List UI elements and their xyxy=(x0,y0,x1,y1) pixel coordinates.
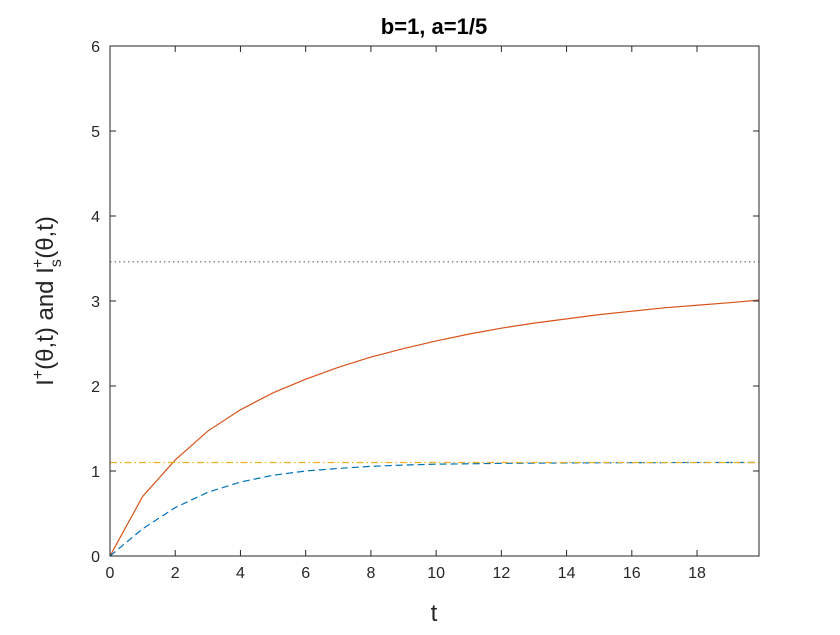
chart-title: b=1, a=1/5 xyxy=(381,14,487,39)
y-tick-label: 4 xyxy=(91,209,100,226)
y-tick-label: 5 xyxy=(91,124,100,141)
y-tick-label: 6 xyxy=(91,39,100,56)
x-tick-label: 8 xyxy=(366,565,375,582)
y-axis-label-sup: + xyxy=(30,370,47,379)
x-tick-label: 18 xyxy=(688,565,706,582)
y-axis: 0 1 2 3 4 5 6 xyxy=(91,39,759,566)
x-tick-label: 16 xyxy=(623,565,641,582)
y-tick-label: 0 xyxy=(91,549,100,566)
x-tick-label: 6 xyxy=(301,565,310,582)
y-axis-label-sub: s xyxy=(48,259,65,267)
y-tick-label: 2 xyxy=(91,379,100,396)
y-axis-label-sup: + xyxy=(30,259,47,268)
y-axis-label-part: I xyxy=(32,379,59,386)
x-tick-label: 12 xyxy=(492,565,510,582)
series-line-dashed xyxy=(109,461,759,557)
x-tick-label: 0 xyxy=(106,565,115,582)
x-tick-label: 10 xyxy=(427,565,445,582)
y-tick-label: 3 xyxy=(91,294,100,311)
x-axis-label: t xyxy=(431,600,438,627)
y-axis-label-part: (θ,t) xyxy=(32,216,59,259)
y-axis-label: I+(θ,t) and Is+(θ,t) xyxy=(30,216,65,386)
series-layer xyxy=(109,261,760,557)
y-axis-label-part: (θ,t) and I xyxy=(32,267,59,370)
x-tick-label: 14 xyxy=(558,565,576,582)
plot-area xyxy=(110,46,759,556)
x-tick-label: 2 xyxy=(171,565,180,582)
series-line-solid xyxy=(109,299,760,557)
x-axis: 0 2 4 6 8 10 12 14 16 18 xyxy=(106,46,706,582)
x-tick-label: 4 xyxy=(236,565,245,582)
y-tick-label: 1 xyxy=(91,464,100,481)
